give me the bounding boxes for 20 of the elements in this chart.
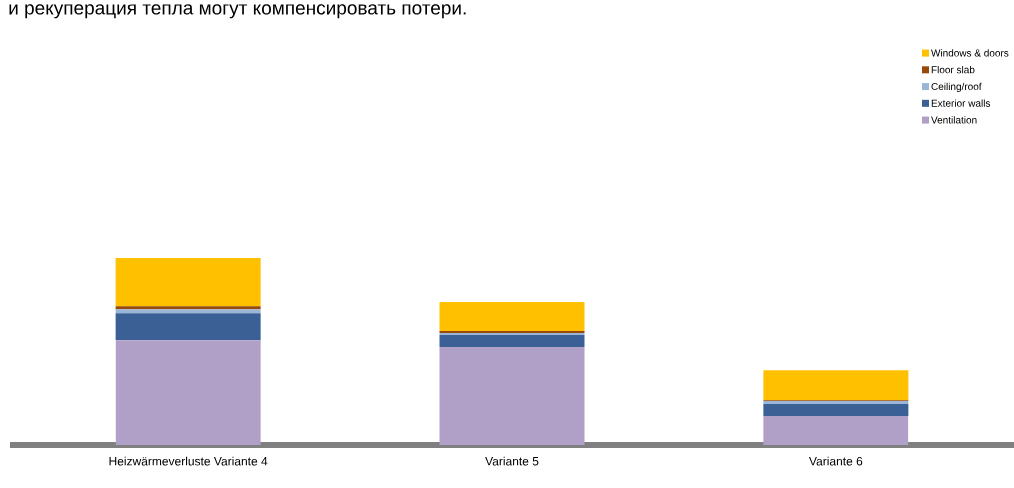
bar [115, 258, 261, 307]
bar [115, 340, 261, 445]
x-tick-label: Variante 6 [809, 456, 863, 466]
legend-label: Ceiling/roof [931, 82, 982, 93]
bar [439, 335, 585, 348]
bar [439, 347, 585, 445]
legend-label: Exterior walls [931, 99, 991, 107]
legend-label: Floor slab [931, 65, 975, 74]
bar [115, 309, 261, 314]
bar [439, 302, 585, 331]
bar [763, 404, 909, 417]
bar [763, 370, 909, 401]
legend-label: Ventilation [931, 116, 977, 124]
bar [115, 306, 261, 310]
x-tick-label: Variante 5 [485, 456, 539, 466]
legend-label: Windows & doors [931, 49, 1009, 57]
bar [115, 313, 261, 341]
bar [763, 416, 909, 445]
x-tick-label: Heizwärmeverluste Variante 4 [109, 456, 268, 466]
chart-title: и рекуперация тепла могут компенсировать потери. [9, 4, 466, 19]
